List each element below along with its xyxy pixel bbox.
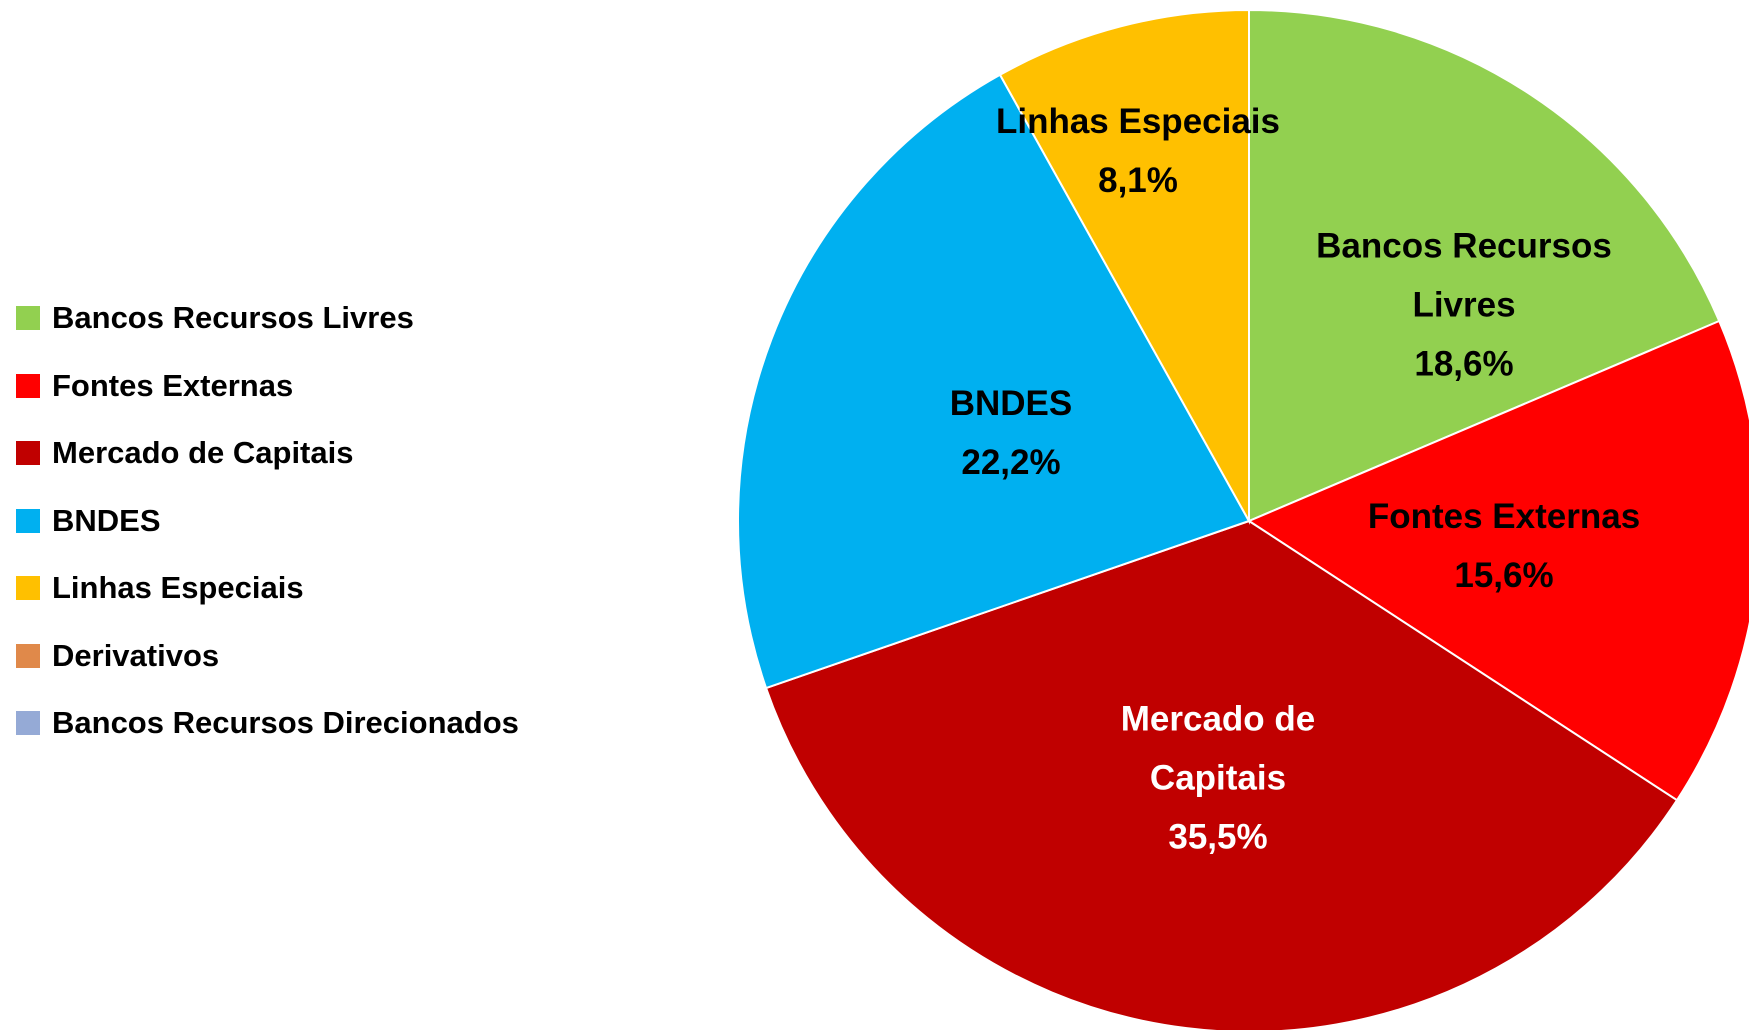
pie-slice — [1248, 8, 1721, 523]
slice-label: Linhas Especiais 8,1% — [958, 92, 1318, 210]
slice-label: Bancos Recursos Livres 18,6% — [1299, 217, 1629, 394]
legend-label: Mercado de Capitais — [52, 435, 354, 470]
legend-item: Bancos Recursos Direcionados — [16, 705, 519, 741]
slice-name: Mercado de Capitais — [1120, 699, 1316, 798]
slice-label: Mercado de Capitais 35,5% — [1088, 690, 1348, 867]
slice-name: Linhas Especiais — [995, 102, 1281, 141]
legend-label: BNDES — [52, 502, 161, 538]
legend-label: Fontes Externas — [52, 367, 294, 403]
legend-swatch — [16, 643, 40, 668]
slice-name: Fontes Externas — [1367, 497, 1641, 536]
legend-label: Linhas Especiais — [52, 570, 304, 605]
pie-slice — [1246, 319, 1749, 802]
legend-label: Derivativos — [52, 637, 220, 673]
pie-slice — [764, 519, 1679, 1030]
legend-swatch — [16, 711, 40, 735]
slice-label: Fontes Externas 15,6% — [1324, 487, 1684, 605]
legend-swatch — [16, 576, 40, 600]
legend-swatch — [16, 508, 40, 533]
legend-label: Bancos Recursos Livres — [52, 300, 414, 335]
slice-name: Bancos Recursos Livres — [1316, 226, 1612, 325]
slice-value: 18,6% — [1414, 344, 1514, 384]
legend-swatch — [16, 306, 40, 330]
slice-value: 22,2% — [961, 443, 1061, 482]
legend-item: BNDES — [16, 503, 161, 539]
slice-value: 35,5% — [1168, 817, 1268, 857]
legend-label: Bancos Recursos Direcionados — [52, 705, 519, 740]
slice-name: BNDES — [949, 384, 1073, 423]
legend-item: Derivativos — [16, 638, 219, 674]
slice-value: 8,1% — [1098, 161, 1178, 200]
legend-item: Bancos Recursos Livres — [16, 300, 414, 336]
slice-value: 15,6% — [1454, 556, 1554, 595]
slice-label: BNDES 22,2% — [911, 374, 1111, 492]
legend-item: Fontes Externas — [16, 368, 293, 404]
legend-swatch — [16, 441, 40, 465]
legend-item: Mercado de Capitais — [16, 435, 353, 471]
pie-slice — [737, 73, 1251, 690]
legend-swatch — [16, 373, 40, 398]
legend-item: Linhas Especiais — [16, 570, 304, 606]
pie-slice — [998, 8, 1250, 525]
